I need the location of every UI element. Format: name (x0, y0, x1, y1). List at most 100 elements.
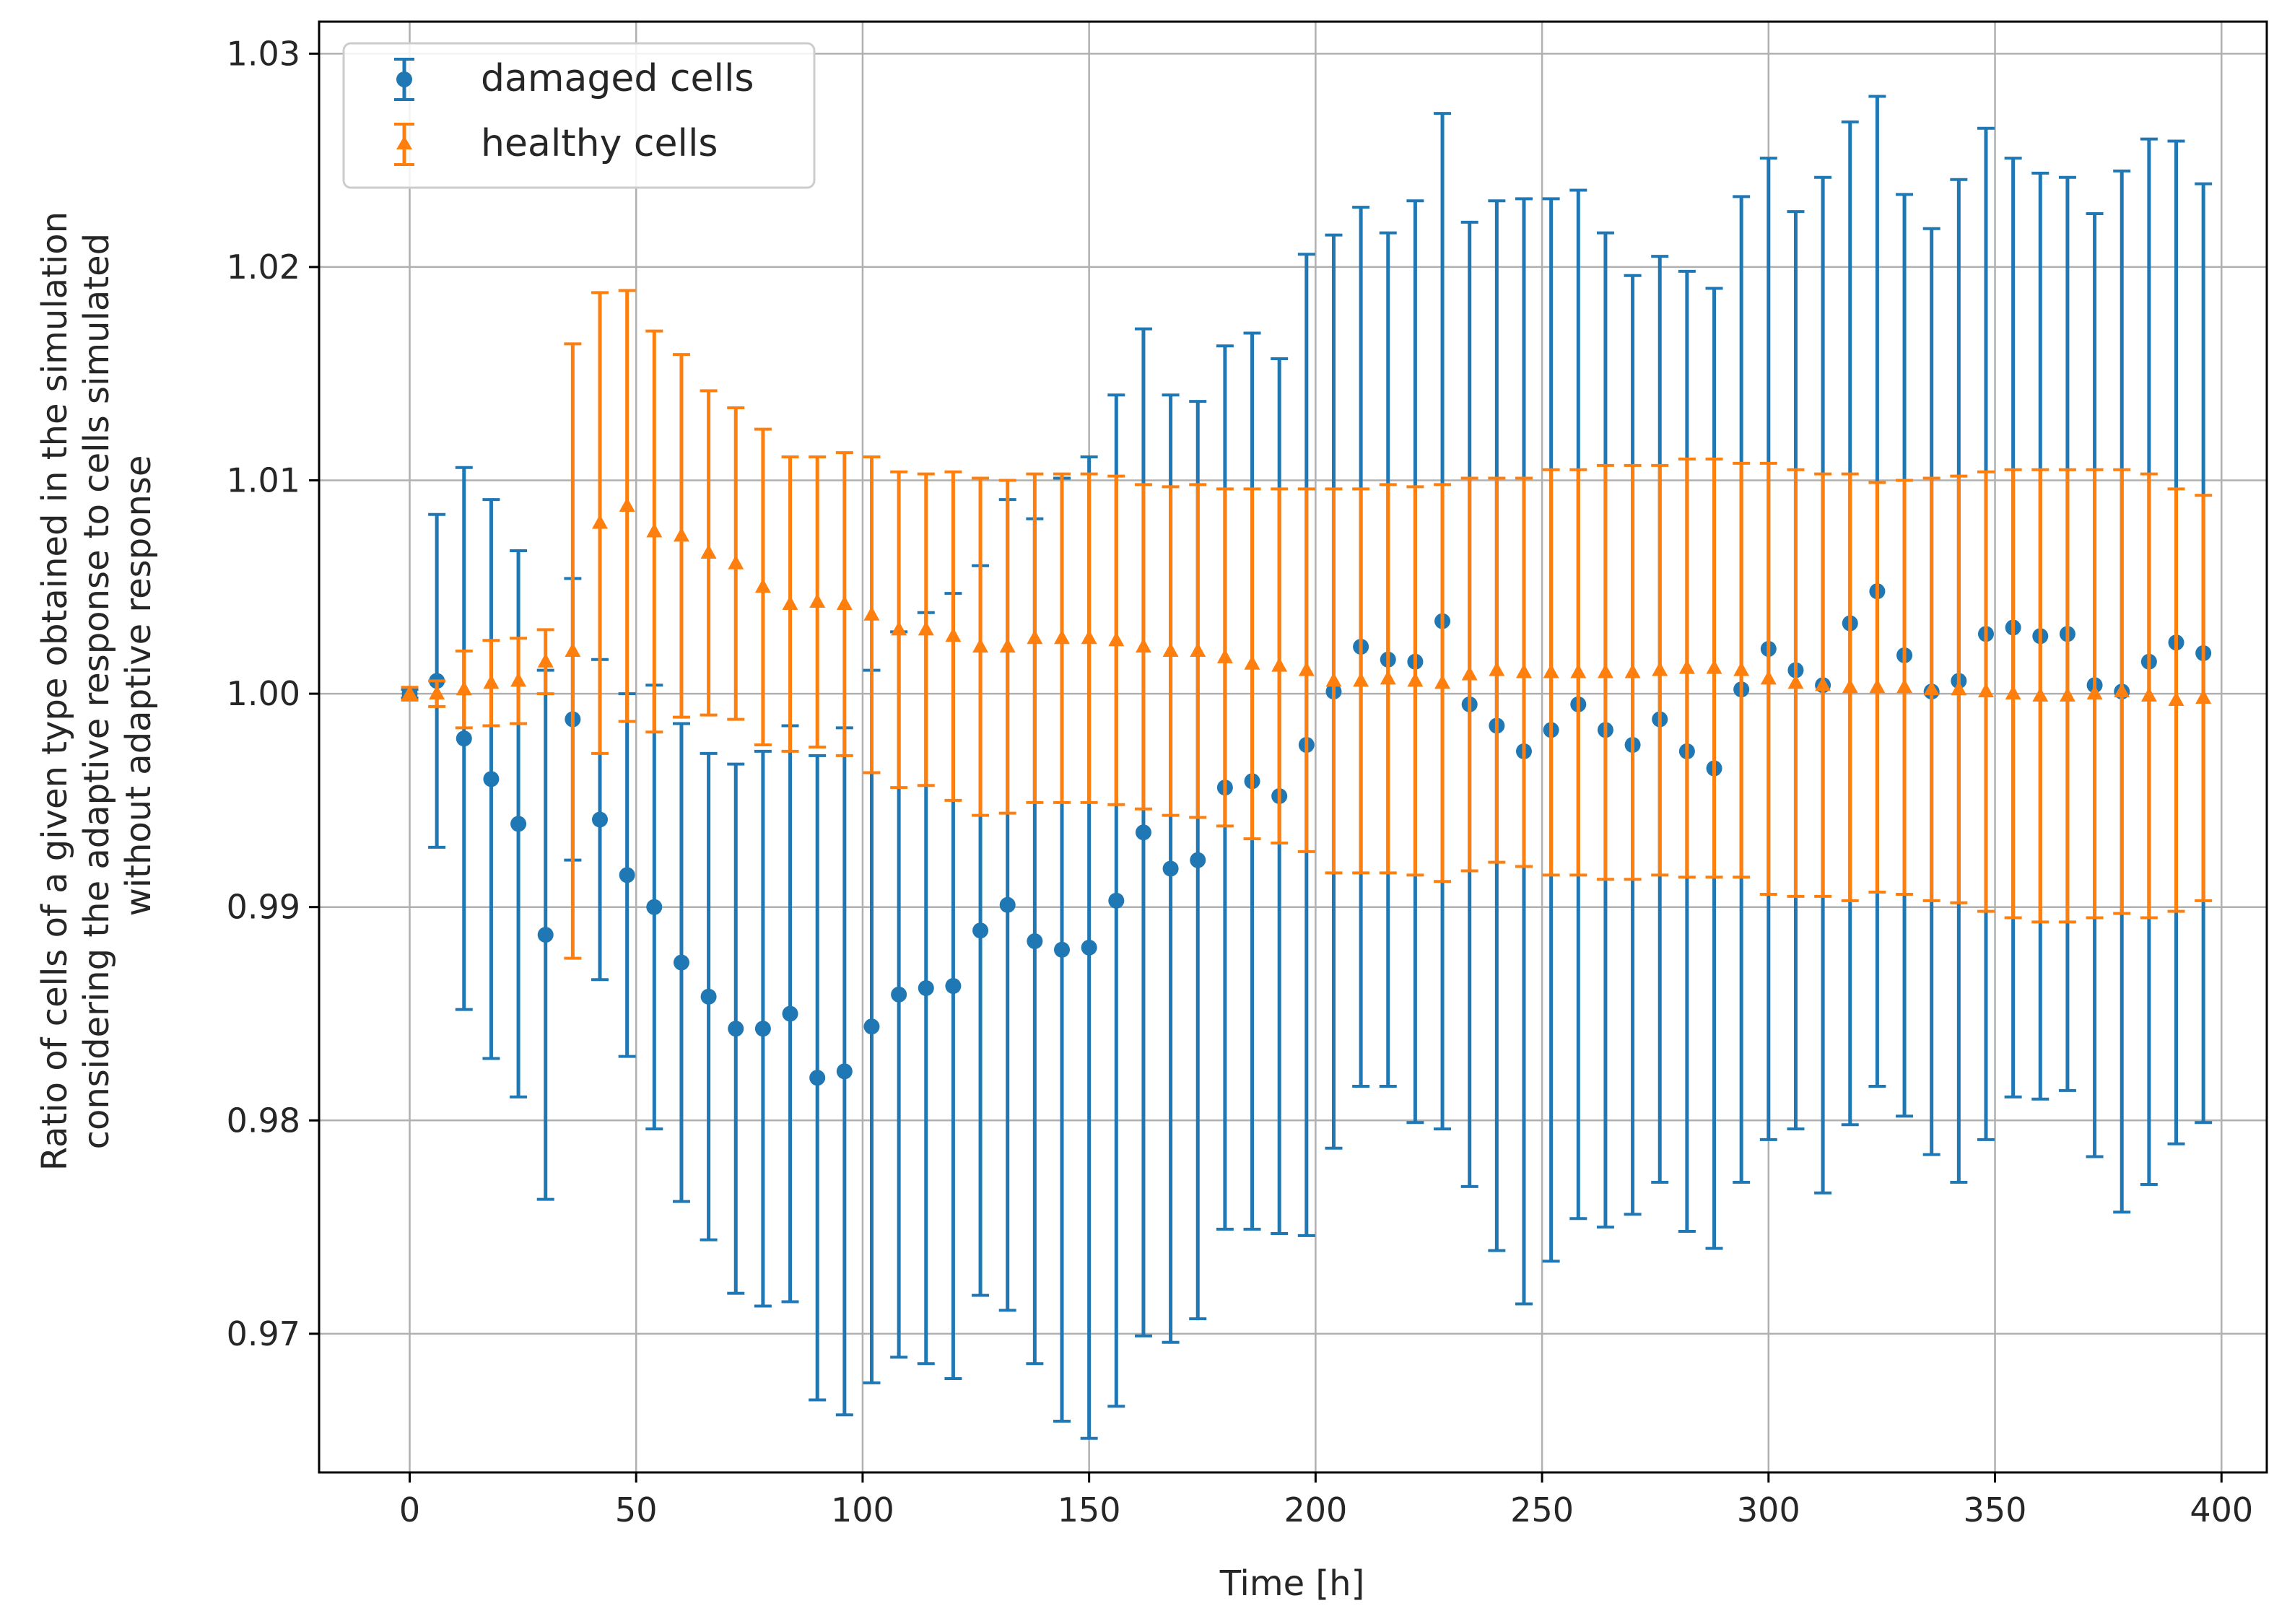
data-point (565, 642, 581, 657)
x-tick-label: 200 (1284, 1490, 1347, 1529)
data-point (1380, 670, 1396, 685)
legend-box (342, 42, 816, 189)
data-point (1081, 629, 1097, 645)
data-point (2114, 683, 2130, 698)
data-point (2005, 685, 2021, 700)
data-point (1054, 629, 1071, 645)
grid (319, 22, 2267, 1472)
data-point (1190, 642, 1206, 657)
data-point (782, 1005, 798, 1022)
y-axis-label: Ratio of cells of a given type obtained … (35, 201, 159, 1171)
data-point (537, 652, 554, 668)
data-point (646, 523, 663, 538)
data-point (1678, 659, 1695, 674)
data-point (2168, 691, 2184, 706)
y-tick-label: 1.02 (227, 248, 300, 287)
y-tick-label: 0.97 (227, 1314, 300, 1353)
data-point (1543, 663, 1559, 678)
data-point (891, 621, 907, 636)
data-point (891, 986, 907, 1003)
data-point (429, 685, 445, 700)
x-axis-ticks: 0 50 100 150 200 250 300 350 400 (399, 1472, 2253, 1529)
y-tick-label: 1.03 (227, 34, 300, 73)
data-point (1842, 678, 1858, 694)
data-point (510, 816, 527, 832)
data-point (728, 1021, 744, 1037)
data-point (945, 627, 962, 642)
plot-frame (318, 20, 2268, 1474)
data-point (754, 1021, 771, 1037)
x-tick-label: 50 (615, 1490, 658, 1529)
data-point (619, 497, 635, 512)
data-point (728, 554, 744, 569)
data-point (1353, 672, 1369, 687)
data-point (809, 1070, 826, 1086)
x-tick-label: 350 (1964, 1490, 2027, 1529)
data-point (1570, 663, 1587, 678)
data-point (1135, 824, 1151, 841)
data-point (401, 685, 418, 700)
data-point (1027, 933, 1043, 949)
data-point (1489, 661, 1505, 676)
data-point (918, 980, 934, 997)
data-point (1190, 852, 1206, 868)
data-point (1760, 670, 1777, 685)
data-point (1869, 678, 1886, 694)
x-tick-label: 250 (1510, 1490, 1574, 1529)
y-tick-label: 1.00 (227, 674, 300, 713)
y-tick-label: 1.01 (227, 461, 300, 500)
data-point (673, 954, 689, 971)
data-point (1108, 632, 1125, 647)
data-point (510, 672, 527, 687)
data-point (1244, 655, 1260, 670)
y-axis-label-line-2: considering the adaptive response to cel… (77, 233, 117, 1150)
data-point (945, 978, 962, 995)
data-point (1733, 661, 1750, 676)
data-series (401, 95, 2213, 1440)
data-point (700, 544, 717, 559)
series-healthy-cells (401, 289, 2213, 960)
legend-marker-healthy (394, 123, 414, 166)
x-axis-label: Time [h] (1219, 1563, 1365, 1604)
data-point (1624, 663, 1641, 678)
data-point (1706, 659, 1722, 674)
data-point (673, 527, 689, 542)
data-point (1787, 674, 1804, 689)
legend-label-damaged: damaged cells (481, 57, 754, 100)
data-point (2059, 687, 2075, 702)
legend: damaged cells healthy cells (342, 42, 816, 189)
y-axis-label-line-3: without adaptive response (118, 455, 159, 917)
data-point (483, 674, 500, 689)
data-point (1515, 663, 1532, 678)
data-point (1923, 681, 1940, 696)
data-point (646, 899, 663, 915)
data-point (700, 988, 717, 1005)
data-point (1135, 638, 1151, 653)
data-point (782, 595, 798, 610)
data-point (1461, 665, 1478, 681)
data-point (1896, 678, 1913, 694)
data-point (1298, 661, 1315, 676)
data-point (456, 730, 472, 747)
data-point (537, 927, 554, 943)
data-point (972, 638, 989, 653)
x-tick-label: 0 (399, 1490, 420, 1529)
data-point (2195, 689, 2212, 704)
x-tick-label: 400 (2190, 1490, 2253, 1529)
data-point (1597, 663, 1613, 678)
data-point (1162, 642, 1179, 657)
legend-marker-damaged (394, 58, 414, 101)
y-axis-label-line-1: Ratio of cells of a given type obtained … (35, 211, 75, 1171)
data-point (1652, 661, 1668, 676)
data-point (1081, 939, 1097, 956)
y-axis-ticks: 0.97 0.98 0.99 1.00 1.01 1.02 1.03 (227, 34, 319, 1353)
data-point (1407, 672, 1424, 687)
data-point (836, 595, 853, 610)
data-point (619, 867, 635, 883)
data-point (809, 593, 826, 608)
data-point (1162, 860, 1179, 877)
data-point (1216, 648, 1233, 663)
data-point (1325, 672, 1342, 687)
data-point (1027, 629, 1043, 645)
